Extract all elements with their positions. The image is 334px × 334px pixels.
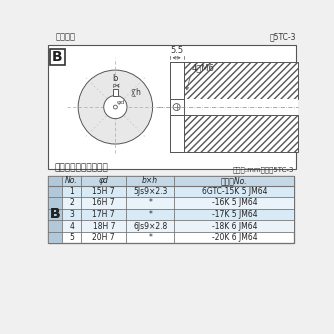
Bar (170, 100, 298, 115)
Text: 6GTC-15K 5 JM64: 6GTC-15K 5 JM64 (202, 187, 267, 196)
Text: B: B (50, 207, 60, 221)
Text: -16K 5 JM64: -16K 5 JM64 (211, 198, 257, 207)
Bar (62, 220, 294, 232)
Text: 5.5: 5.5 (170, 46, 183, 55)
Text: φd: φd (117, 100, 125, 105)
Bar (48, 176, 62, 243)
Text: 5: 5 (69, 233, 74, 242)
Text: h: h (136, 88, 140, 97)
Text: 3: 3 (69, 210, 74, 219)
Bar (49, 49, 65, 65)
Circle shape (173, 104, 180, 111)
Bar (170, 62, 298, 100)
Text: 軸穴形状コード一覧表: 軸穴形状コード一覧表 (54, 164, 108, 173)
Text: 軸穴形状: 軸穴形状 (56, 33, 76, 42)
Text: *: * (148, 233, 152, 242)
Bar (62, 186, 294, 197)
Text: 図5TC-3: 図5TC-3 (270, 33, 296, 42)
Text: 5Js9×2.3: 5Js9×2.3 (133, 187, 167, 196)
Text: 4: 4 (69, 221, 74, 230)
Text: 16H 7: 16H 7 (93, 198, 115, 207)
Bar (48, 45, 296, 169)
Text: -17K 5 JM64: -17K 5 JM64 (211, 210, 257, 219)
Text: No.: No. (65, 176, 78, 185)
Text: B: B (52, 50, 62, 64)
Bar (170, 115, 184, 152)
Bar (113, 90, 118, 96)
Bar (62, 209, 294, 220)
Text: 18H 7: 18H 7 (93, 221, 115, 230)
Bar (48, 176, 294, 243)
Text: φd: φd (99, 176, 109, 185)
Bar (170, 115, 298, 152)
Circle shape (114, 105, 117, 109)
Bar (62, 176, 294, 186)
Circle shape (104, 96, 127, 119)
Bar (170, 62, 184, 100)
Text: 15H 7: 15H 7 (93, 187, 115, 196)
Text: 20H 7: 20H 7 (93, 233, 115, 242)
Text: 2: 2 (69, 198, 74, 207)
Text: コードNo.: コードNo. (221, 176, 247, 185)
Text: *: * (148, 210, 152, 219)
Text: -20K 6 JM64: -20K 6 JM64 (211, 233, 257, 242)
Circle shape (78, 70, 153, 144)
Text: -18K 6 JM64: -18K 6 JM64 (211, 221, 257, 230)
Text: 6Js9×2.8: 6Js9×2.8 (133, 221, 167, 230)
Text: b×h: b×h (142, 176, 158, 185)
Text: B: B (50, 207, 60, 221)
Text: *: * (148, 198, 152, 207)
Text: 4－M6: 4－M6 (191, 63, 214, 72)
Bar (62, 197, 294, 209)
Text: 1: 1 (69, 187, 74, 196)
Bar (170, 100, 184, 115)
Text: 17H 7: 17H 7 (93, 210, 115, 219)
Text: （単位:mm）　表5TC-3: （単位:mm） 表5TC-3 (233, 166, 294, 173)
Text: b: b (113, 74, 118, 83)
